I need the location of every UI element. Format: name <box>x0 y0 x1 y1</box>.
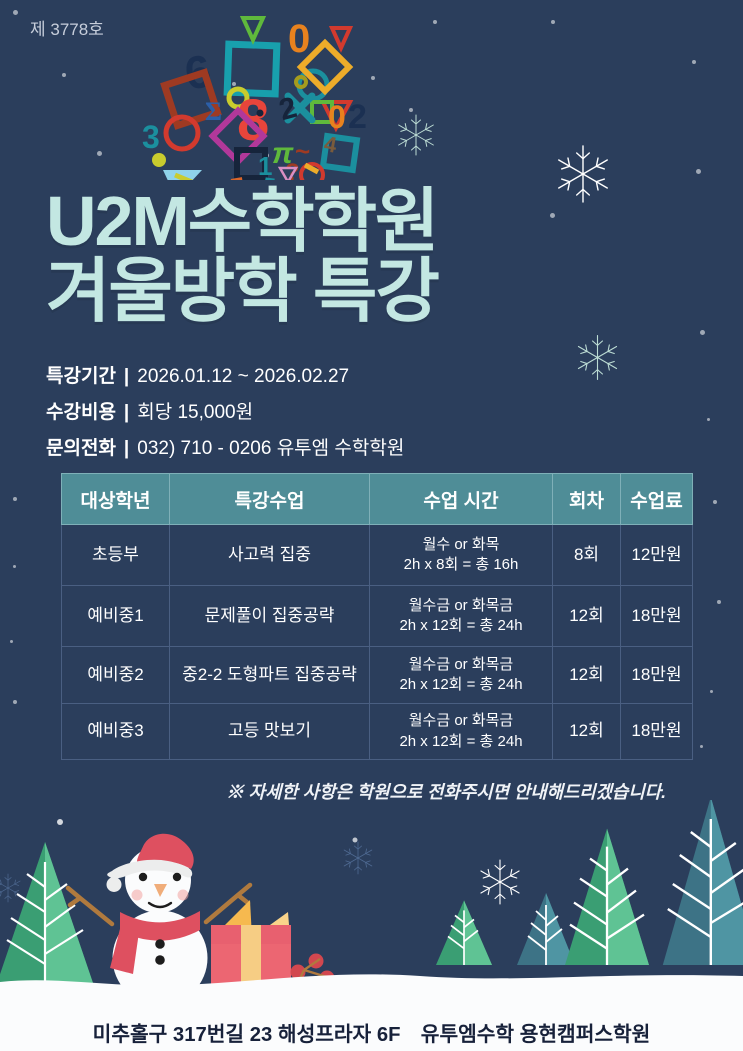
svg-text:3: 3 <box>142 119 160 155</box>
svg-text:Σ: Σ <box>205 97 222 126</box>
svg-text:2: 2 <box>348 98 367 136</box>
svg-text:2: 2 <box>276 91 301 127</box>
svg-text:0: 0 <box>328 99 346 135</box>
svg-text:5: 5 <box>261 172 277 180</box>
svg-text:0: 0 <box>288 17 310 61</box>
